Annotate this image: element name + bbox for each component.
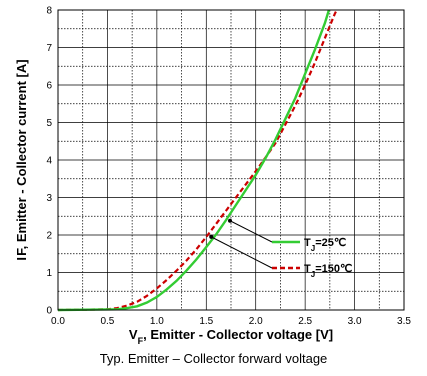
legend-label-rest: =150℃ bbox=[315, 263, 352, 275]
y-tick-label: 3 bbox=[46, 193, 52, 204]
grid-lines bbox=[58, 10, 404, 310]
legend-leader-dot bbox=[228, 218, 233, 223]
y-tick-label: 8 bbox=[46, 6, 52, 17]
y-tick-label: 0 bbox=[46, 306, 52, 317]
y-axis-label: I F, Emitter - Collector current [A] bbox=[14, 59, 29, 260]
x-tick-label: 0.0 bbox=[51, 316, 65, 327]
series-layer bbox=[57, 9, 338, 312]
x-tick-label: 3.5 bbox=[397, 316, 411, 327]
series-line-tj-25 bbox=[57, 9, 331, 312]
y-tick-label: 6 bbox=[46, 81, 52, 92]
x-axis-label: VF, Emitter - Collector voltage [V] bbox=[129, 327, 333, 346]
figure-caption: Typ. Emitter – Collector forward voltage bbox=[99, 351, 328, 366]
legend-label: TJ=150℃ bbox=[304, 263, 352, 279]
legend-leader-line bbox=[211, 236, 273, 269]
legend-label: TJ=25℃ bbox=[304, 237, 346, 253]
y-tick-label: 4 bbox=[46, 156, 52, 167]
legend-label-rest: =25℃ bbox=[315, 237, 346, 249]
x-tick-label: 2.0 bbox=[249, 316, 263, 327]
series-line-tj-150 bbox=[57, 9, 338, 312]
legend-leader-dot bbox=[209, 234, 214, 239]
x-tick-label: 1.0 bbox=[150, 316, 164, 327]
x-tick-label: 2.5 bbox=[298, 316, 312, 327]
legend-label-main: T bbox=[304, 263, 311, 275]
x-axis-label-rest: , Emitter - Collector voltage [V] bbox=[143, 327, 333, 342]
x-tick-label: 1.5 bbox=[199, 316, 213, 327]
y-tick-label: 2 bbox=[46, 231, 52, 242]
legend-label-sub: J bbox=[311, 244, 315, 253]
y-tick-label: 1 bbox=[46, 268, 52, 279]
y-tick-label: 7 bbox=[46, 43, 52, 54]
x-tick-label: 3.0 bbox=[348, 316, 362, 327]
y-tick-label: 5 bbox=[46, 118, 52, 129]
x-axis-label-sub: F bbox=[138, 336, 144, 346]
legend-label-sub: J bbox=[311, 270, 315, 279]
legend-leader-line bbox=[229, 220, 273, 243]
x-axis-label-main: V bbox=[129, 327, 138, 342]
plot-frame bbox=[57, 9, 405, 311]
legend: TJ=25℃TJ=150℃ bbox=[209, 218, 352, 279]
x-tick-labels: 0.0 0.5 1.0 1.5 2.0 2.5 3.0 3.5 bbox=[51, 316, 411, 327]
legend-label-main: T bbox=[304, 237, 311, 249]
x-tick-label: 0.5 bbox=[100, 316, 114, 327]
y-tick-labels: 0 1 2 3 4 5 6 7 8 bbox=[46, 6, 52, 317]
